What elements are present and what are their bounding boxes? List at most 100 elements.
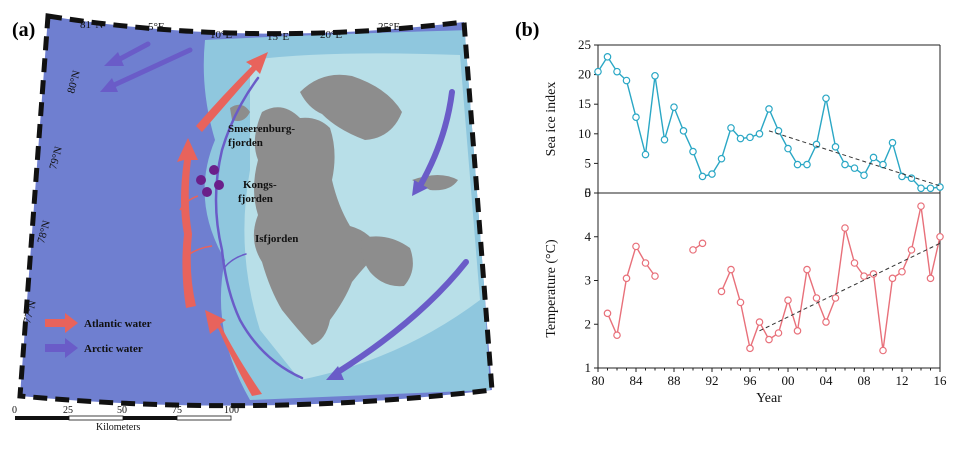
sea-ice-point [888, 138, 897, 147]
temperature-point [812, 294, 821, 302]
sea-ice-point [603, 53, 612, 61]
lat-label-79n: 79°N [47, 145, 65, 171]
lon-label-15e: 15°E [267, 31, 289, 43]
x-tick-label: 16 [934, 373, 948, 388]
sea-ice-trend-line [768, 130, 941, 187]
sea-ice-point [926, 184, 935, 193]
sea-ice-y-tick-label: 20 [578, 67, 591, 82]
arrowhead-nw-2 [100, 78, 118, 92]
svalbard-map: (a) 81°N 5°E 10°E 15°E 20°E 25°E 80°N 79… [12, 13, 495, 433]
map-panel: (a) 81°N 5°E 10°E 15°E 20°E 25°E 80°N 79… [12, 13, 495, 433]
temperature-point [613, 331, 621, 339]
sea-ice-point [594, 67, 602, 76]
sea-ice-point [869, 153, 878, 162]
lon-label-10e: 10°E [210, 29, 232, 41]
temperature-point [755, 318, 764, 326]
scale-tick-100: 100 [224, 405, 239, 416]
map-frame [17, 13, 495, 409]
scale-tick-0: 0 [12, 405, 17, 416]
spitsbergen-land [253, 107, 380, 345]
sea-ice-point [698, 172, 707, 181]
sea-ice-point [879, 160, 887, 169]
sea-ice-point [679, 127, 688, 135]
sea-ice-y-tick-label: 15 [578, 96, 591, 111]
temperature-point [727, 265, 735, 274]
longitude-labels: 81°N 5°E 10°E 15°E 20°E 25°E [80, 19, 400, 43]
sea-ice-y-tick-label: 10 [578, 126, 591, 141]
lon-label-5e: 5°E [148, 21, 165, 33]
x-axis-title: Year [756, 391, 782, 406]
scale-segment [176, 415, 232, 421]
temperature-point [689, 246, 697, 254]
label-kongsfjorden-2: fjorden [238, 193, 273, 205]
sea-ice-point [717, 154, 726, 163]
sea-ice-point [755, 130, 764, 138]
x-tick-label: 00 [782, 373, 795, 388]
temperature-point [698, 239, 707, 248]
sampling-sites [196, 165, 224, 197]
temperature-point [632, 242, 640, 251]
sea-ice-point [784, 144, 792, 153]
lon-label-20e: 20°E [320, 29, 342, 41]
temperature-point [774, 329, 783, 337]
sea-ice-point [708, 170, 716, 178]
scale-segment [123, 416, 177, 420]
scale-bar: 0 25 50 75 100 Kilometers [12, 405, 239, 433]
sea-ice-point [831, 143, 840, 151]
sea-ice-point [660, 135, 669, 144]
sea-ice-point [651, 71, 659, 80]
temperature-trend-line [759, 242, 941, 332]
northeast-land [300, 74, 402, 140]
sea-ice-point [727, 124, 735, 132]
arctic-arrowheads [100, 52, 428, 380]
temperature-point [850, 259, 859, 267]
temperature-point [736, 298, 745, 307]
x-tick-label: 88 [668, 373, 681, 388]
x-tick-label: 80 [592, 373, 605, 388]
temperature-point [784, 296, 792, 304]
scale-tick-50: 50 [117, 405, 127, 416]
site-marker [196, 175, 206, 185]
coastal-branch [223, 253, 247, 269]
x-tick-label: 84 [630, 373, 644, 388]
label-kongsfjorden-1: Kongs- [243, 179, 277, 191]
legend-label-arctic: Arctic water [84, 343, 143, 355]
branch-2 [183, 245, 213, 259]
atlantic-arrow-north [196, 52, 268, 132]
atlantic-currents [177, 52, 268, 396]
temperature-point [917, 202, 925, 210]
scale-unit: Kilometers [96, 422, 141, 433]
arrowhead-nw-1 [104, 52, 124, 66]
temperature-point [926, 274, 935, 283]
latitude-labels: 80°N 79°N 78°N 77°N [21, 69, 83, 325]
temperature-point [793, 327, 802, 335]
sea-ice-point [736, 134, 745, 143]
x-tick-label: 08 [858, 373, 871, 388]
sea-ice-point [917, 184, 925, 193]
lat-label-80n: 80°N [65, 69, 83, 95]
legend-label-atlantic: Atlantic water [84, 318, 152, 330]
temperature-point [907, 246, 916, 254]
lat-label-81n: 81°N [80, 19, 103, 31]
site-marker [214, 180, 224, 190]
temperature-point [936, 232, 944, 241]
branch-1 [179, 195, 199, 211]
temperature-point [746, 344, 754, 353]
sea-ice-line [597, 55, 941, 190]
label-isfjorden: Isfjorden [255, 233, 298, 245]
scale-segment [15, 416, 69, 420]
temperature-y-tick-label: 2 [585, 316, 592, 331]
sea-ice-y-tick-label: 0 [585, 185, 592, 200]
arctic-arrow-nw-2 [109, 47, 193, 89]
sea-ice-y-tick-label: 25 [578, 37, 591, 52]
scale-tick-75: 75 [172, 405, 182, 416]
temperature-point [898, 267, 906, 276]
scale-segment [68, 415, 124, 421]
arctic-arrow-south [335, 259, 469, 375]
temperature-point [765, 335, 773, 344]
lat-label-77n: 77°N [21, 299, 39, 325]
y-axis-title-sea-ice: Sea ice index [544, 82, 559, 157]
label-smeerenburgfjorden-1: Smeerenburg- [228, 123, 295, 135]
